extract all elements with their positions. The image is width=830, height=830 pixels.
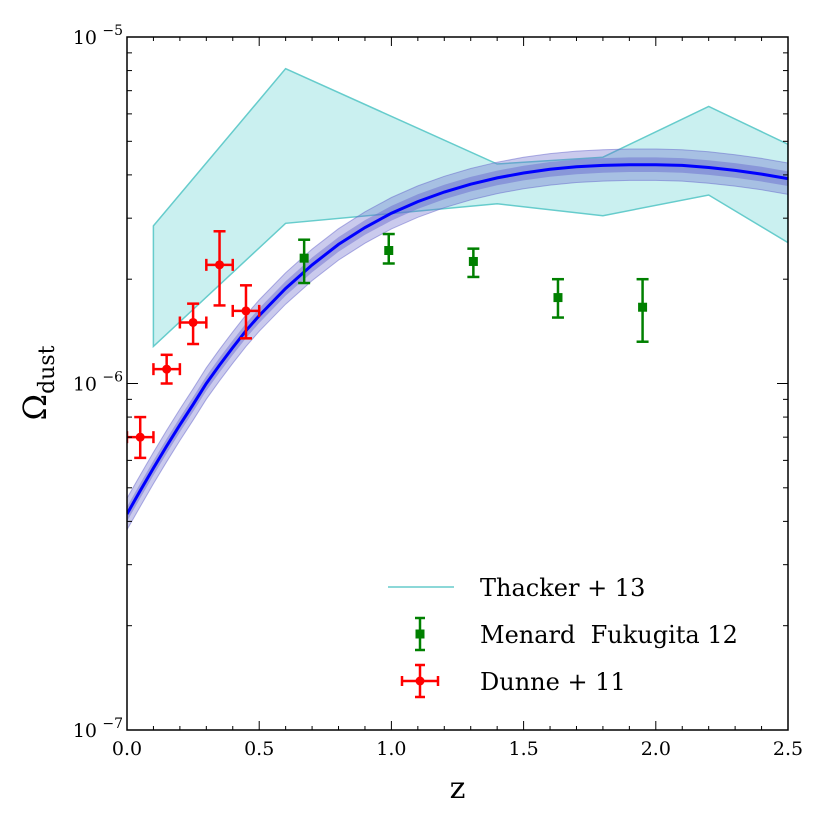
y-tick-label-base: 10 <box>73 27 97 49</box>
data-marker-square <box>638 302 648 312</box>
y-tick-label: 10 <box>73 720 97 742</box>
data-point <box>382 232 395 265</box>
x-tick-label: 0.5 <box>244 738 274 760</box>
data-marker-square <box>299 253 309 263</box>
y-axis-title: Ωdust <box>16 345 60 420</box>
x-tick-label: 1.0 <box>376 738 406 760</box>
legend-label: Thacker + 13 <box>480 574 645 602</box>
x-axis-title: z <box>450 771 466 806</box>
x-tick-label: 0.0 <box>112 738 142 760</box>
x-tick-label: 1.5 <box>508 738 538 760</box>
y-tick-label: 10 <box>73 27 97 49</box>
legend-label: Menard Fukugita 12 <box>480 621 738 649</box>
x-tick-label: 2.0 <box>641 738 671 760</box>
data-marker-square <box>553 293 563 303</box>
data-point <box>231 284 261 340</box>
y-tick-label-base: 10 <box>73 374 97 396</box>
data-marker-circle <box>162 364 172 374</box>
y-axis-title-sub: dust <box>35 345 60 394</box>
model-outer-band <box>127 148 788 531</box>
data-marker-circle <box>135 432 145 442</box>
y-tick-label-exponent: −7 <box>102 716 123 732</box>
data-marker-circle <box>188 317 198 327</box>
data-marker-circle <box>215 260 225 270</box>
data-point <box>551 277 564 319</box>
data-point <box>467 247 480 279</box>
data-point <box>636 277 649 343</box>
data-point <box>127 415 155 460</box>
y-tick-label: 10 <box>73 374 97 396</box>
x-tick-label: 2.5 <box>773 738 803 760</box>
thacker-band <box>152 67 788 349</box>
data-point <box>152 353 182 385</box>
y-tick-label-exponent: −5 <box>102 23 123 39</box>
data-marker-square <box>468 256 478 266</box>
legend-marker-square <box>415 629 425 639</box>
y-tick-label-exponent: −6 <box>102 370 123 386</box>
legend-marker-circle <box>415 676 425 686</box>
legend-label: Dunne + 11 <box>480 668 626 696</box>
data-marker-square <box>384 246 394 256</box>
data-point <box>205 230 235 307</box>
model-median-line <box>127 163 788 515</box>
data-marker-circle <box>241 306 251 316</box>
y-tick-label-base: 10 <box>73 720 97 742</box>
y-axis-title-main: Ω <box>16 394 54 421</box>
data-point <box>178 302 208 346</box>
data-point <box>298 238 311 285</box>
